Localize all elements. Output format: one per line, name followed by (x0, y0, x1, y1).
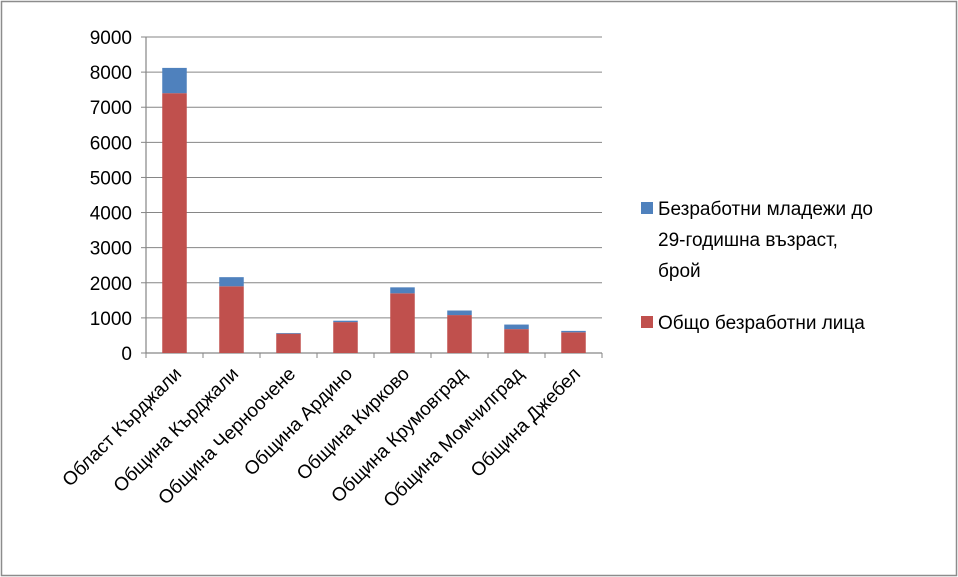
bar-total-6 (504, 329, 529, 353)
bar-youth-4 (390, 287, 415, 294)
y-tick-label: 8000 (90, 63, 132, 84)
bar-total-5 (447, 315, 472, 353)
bar-youth-0 (162, 67, 187, 94)
legend-label-line: Безработни младежи до (658, 199, 873, 220)
bar-youth-3 (333, 320, 358, 323)
y-tick-label: 2000 (90, 274, 132, 295)
y-tick-label: 9000 (90, 28, 132, 49)
y-tick-labels: 0 1000 2000 3000 4000 5000 6000 7000 8000 9000 (90, 28, 132, 365)
bar-total-2 (276, 333, 301, 353)
bar-total-4 (390, 293, 415, 353)
bar-youth-1 (219, 277, 244, 287)
bar-total-3 (333, 322, 358, 353)
bar-youth-5 (447, 310, 472, 316)
bar-total-0 (162, 93, 187, 353)
y-tick-label: 6000 (90, 133, 132, 154)
legend-label-line: 29-годишна възраст, (658, 230, 838, 251)
bars (162, 67, 586, 353)
y-tick-label: 0 (121, 344, 132, 365)
bar-youth-7 (561, 330, 586, 333)
legend-swatch-total (641, 316, 653, 328)
bar-total-7 (561, 332, 586, 353)
y-tick-label: 4000 (90, 204, 132, 225)
legend: Безработни младежи до 29-годишна възраст,… (641, 199, 873, 334)
legend-swatch-youth (641, 202, 653, 214)
bar-total-1 (219, 286, 244, 353)
y-tick-label: 5000 (90, 168, 132, 189)
y-tick-label: 1000 (90, 309, 132, 330)
bar-youth-6 (504, 324, 529, 330)
y-tick-label: 3000 (90, 239, 132, 260)
y-tick-label: 7000 (90, 98, 132, 119)
bar-youth-2 (276, 332, 301, 334)
legend-label-line: брой (658, 261, 701, 282)
legend-label-line: Общо безработни лица (658, 313, 865, 334)
